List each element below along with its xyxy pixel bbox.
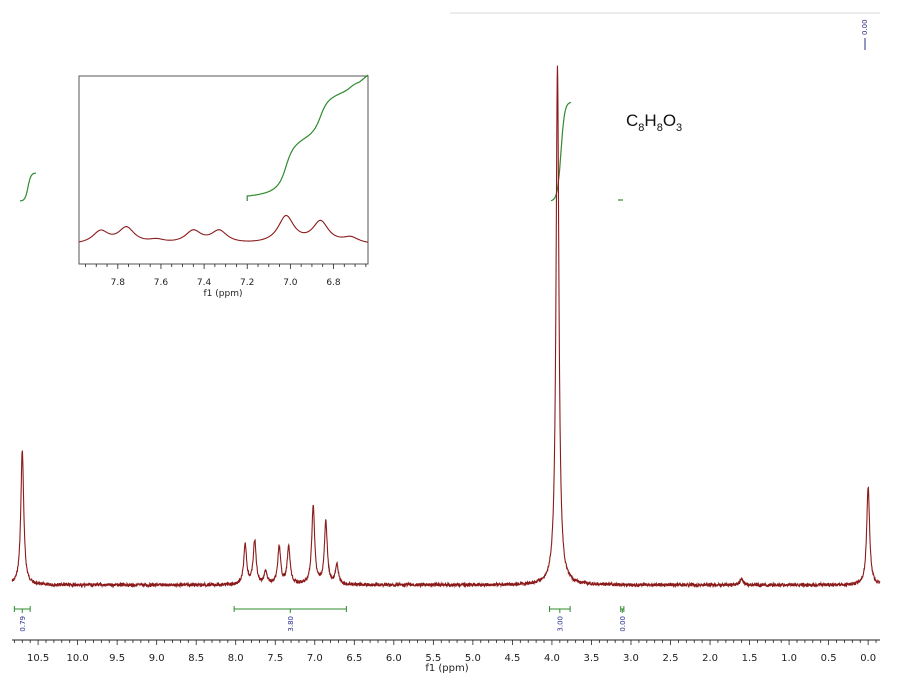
inset-x-axis-label: f1 (ppm) (204, 289, 243, 299)
x-tick-label: 8.5 (188, 653, 204, 664)
formula-c: C (626, 111, 638, 130)
x-tick-label: 1.5 (742, 653, 758, 664)
inset-tick-label: 7.0 (283, 278, 298, 288)
formula-o-sub: 3 (676, 122, 682, 134)
x-tick-label: 4.0 (544, 653, 560, 664)
integral-value: 0.79 (19, 616, 27, 632)
x-tick-label: 2.5 (663, 653, 679, 664)
inset-tick-label: 7.4 (197, 278, 212, 288)
inset-tick-label: 7.2 (240, 278, 254, 288)
integral-value: 0.00 (619, 616, 627, 632)
x-tick-label: 9.0 (149, 653, 165, 664)
integral-bars: 0.79 3.80 3.00 0.00 (13, 606, 627, 632)
x-tick-label: 5.5 (425, 653, 441, 664)
inset-tick-label: 7.6 (154, 278, 169, 288)
x-tick-label: 7.0 (307, 653, 323, 664)
integral-curve (19, 172, 37, 202)
x-tick-label: 6.5 (346, 653, 362, 664)
inset-tick-label: 6.8 (326, 278, 341, 288)
inset-spectrum-line (78, 214, 369, 243)
inset-tick-label: 7.8 (111, 278, 126, 288)
x-tick-label: 7.5 (267, 653, 283, 664)
spectrum-line (11, 65, 881, 589)
x-tick-label: 4.5 (504, 653, 520, 664)
tms-label: 0.00 (861, 19, 869, 35)
integral-value: 3.80 (287, 616, 295, 632)
x-tick-label: 0.5 (821, 653, 837, 664)
x-tick-label: 6.0 (386, 653, 402, 664)
x-tick-label: 10.0 (66, 653, 88, 664)
formula-h-sub: 8 (657, 122, 663, 134)
molecular-formula: C8H8O3 (626, 111, 682, 134)
inset-x-axis-ticks: 7.8 7.6 7.4 7.2 7.0 6.8 (85, 264, 367, 288)
x-tick-label: 10.5 (27, 653, 49, 664)
x-tick-label: 2.0 (702, 653, 718, 664)
x-tick-label: 1.0 (781, 653, 797, 664)
inset-frame (78, 75, 369, 265)
x-tick-label: 9.5 (109, 653, 125, 664)
formula-o: O (663, 111, 676, 130)
x-tick-label: 5.0 (465, 653, 481, 664)
integral-value: 3.00 (556, 616, 564, 632)
inset-plot: 7.8 7.6 7.4 7.2 7.0 6.8 f1 (ppm) (78, 74, 369, 299)
x-tick-label: 3.5 (584, 653, 600, 664)
x-axis-ticks: 10.5 10.0 9.5 9.0 8.5 8.0 7.5 7.0 6.5 6.0 5.5 5.0 4.… (13, 640, 877, 664)
formula-h: H (644, 111, 656, 130)
inset-integral-curve (246, 74, 369, 201)
x-tick-label: 0.0 (860, 653, 876, 664)
integral-curves (19, 101, 623, 202)
x-tick-label: 8.0 (228, 653, 244, 664)
formula-c-sub: 8 (638, 122, 644, 134)
x-tick-label: 3.0 (623, 653, 639, 664)
x-axis-label: f1 (ppm) (425, 663, 468, 674)
integral-curve (550, 101, 572, 202)
